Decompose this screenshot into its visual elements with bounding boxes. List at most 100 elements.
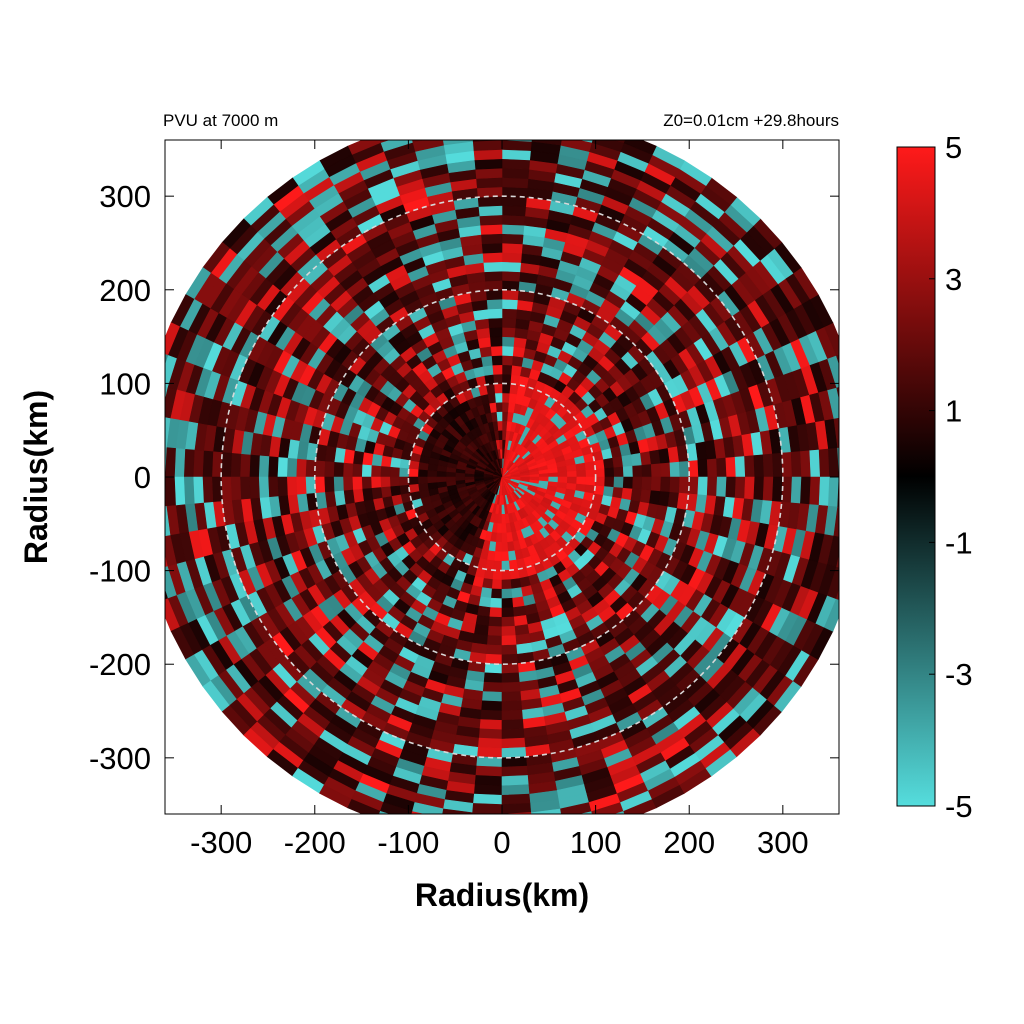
heatmap-cell — [165, 353, 169, 365]
heatmap-cell — [531, 808, 562, 814]
heatmap-cell — [478, 214, 503, 226]
heatmap-cell — [501, 317, 517, 329]
heatmap-cell — [165, 387, 177, 419]
heatmap-cell — [833, 417, 839, 448]
heatmap-cell — [361, 476, 372, 490]
heatmap-cell — [818, 476, 830, 506]
heatmap-cell — [482, 251, 503, 263]
heatmap-cell — [501, 298, 518, 310]
heatmap-cell — [488, 541, 497, 552]
heatmap-cell — [333, 476, 344, 493]
heatmap-cell — [497, 513, 503, 525]
heatmap-cell — [697, 458, 709, 478]
heatmap-cell — [828, 447, 839, 478]
heatmap-cell — [501, 289, 519, 301]
heatmap-cell — [477, 737, 503, 749]
heatmap-cell — [501, 728, 526, 740]
heatmap-cell — [174, 448, 186, 478]
heatmap-cell — [148, 415, 161, 447]
heatmap-cell — [478, 346, 492, 358]
heatmap-cell — [660, 461, 671, 478]
heatmap-cell — [258, 476, 270, 499]
heatmap-cell — [501, 336, 515, 347]
heatmap-cell — [622, 465, 634, 478]
heatmap-cell — [378, 810, 390, 814]
heatmap-cell — [641, 476, 653, 491]
heatmap-cell — [827, 566, 839, 600]
heatmap-cell — [494, 551, 503, 562]
x-axis-title: Radius(km) — [415, 877, 589, 913]
heatmap-cell — [790, 450, 802, 478]
heatmap-cell — [380, 486, 392, 499]
heatmap-cell — [669, 476, 681, 493]
heatmap-cell — [183, 448, 195, 478]
heatmap-cell — [501, 756, 528, 768]
heatmap-cell — [165, 506, 171, 537]
heatmap-cell — [398, 476, 410, 487]
x-tick-label: -200 — [284, 825, 346, 860]
heatmap-cell — [501, 223, 525, 235]
heatmap-cell — [753, 476, 765, 501]
heatmap-cell — [594, 476, 606, 487]
heatmap-cell — [716, 457, 728, 478]
heatmap-cell — [478, 596, 492, 608]
heatmap-cell — [389, 466, 400, 478]
colorbar-tick-label: -5 — [945, 789, 973, 824]
heatmap-cell — [482, 578, 494, 590]
heatmap-cell — [480, 709, 503, 721]
heatmap-cell — [706, 457, 718, 478]
heatmap-cell — [398, 467, 410, 478]
heatmap-cell — [286, 457, 298, 478]
heatmap-cell — [439, 113, 471, 126]
heatmap-cell — [501, 420, 508, 431]
heatmap-cell — [613, 466, 625, 478]
heatmap-cell — [148, 507, 161, 539]
heatmap-cell — [501, 214, 526, 226]
heatmap-cell — [511, 355, 524, 367]
heatmap-cell — [440, 123, 472, 136]
heatmap-cell — [501, 439, 506, 450]
heatmap-cell — [305, 476, 316, 495]
reference-circle — [313, 288, 691, 666]
heatmap-cell — [482, 691, 503, 703]
heatmap-cell — [501, 644, 518, 656]
heatmap-cell — [641, 463, 653, 478]
heatmap-cell — [472, 140, 503, 151]
heatmap-cell — [361, 464, 372, 478]
heatmap-cell — [501, 251, 522, 263]
heatmap-cell — [800, 476, 812, 505]
heatmap-cell — [498, 504, 503, 515]
heatmap-cell — [473, 158, 503, 170]
heatmap-cell — [454, 472, 466, 478]
heatmap-cell — [427, 463, 438, 472]
heatmap-cell — [650, 462, 662, 478]
y-tick-label: 0 — [134, 460, 151, 495]
heatmap-cell — [501, 775, 530, 787]
heatmap-cell — [491, 588, 503, 600]
heatmap-cell — [371, 453, 383, 467]
heatmap-cell — [501, 242, 523, 254]
heatmap-cell — [475, 765, 503, 777]
heatmap-cell — [411, 811, 425, 814]
heatmap-cell — [706, 476, 718, 497]
heatmap-cell — [501, 233, 524, 245]
heatmap-cell — [744, 476, 756, 500]
heatmap-cell — [501, 560, 511, 571]
heatmap-cell — [501, 167, 530, 179]
heatmap-cell — [734, 476, 746, 499]
heatmap-cell — [716, 476, 728, 497]
heatmap-cell — [501, 270, 521, 282]
heatmap-cell — [856, 445, 867, 477]
x-tick-label: -100 — [377, 825, 439, 860]
heatmap-cell — [248, 454, 260, 478]
heatmap-cell — [485, 559, 496, 571]
reference-circle — [407, 382, 597, 572]
heatmap-cell — [489, 336, 503, 347]
heatmap-cell — [501, 383, 511, 394]
heatmap-cell — [501, 635, 518, 646]
heatmap-cell — [501, 280, 520, 291]
heatmap-cell — [508, 383, 519, 395]
heatmap-cell — [501, 401, 509, 413]
heatmap-cell — [594, 467, 606, 478]
heatmap-cell — [439, 827, 471, 840]
